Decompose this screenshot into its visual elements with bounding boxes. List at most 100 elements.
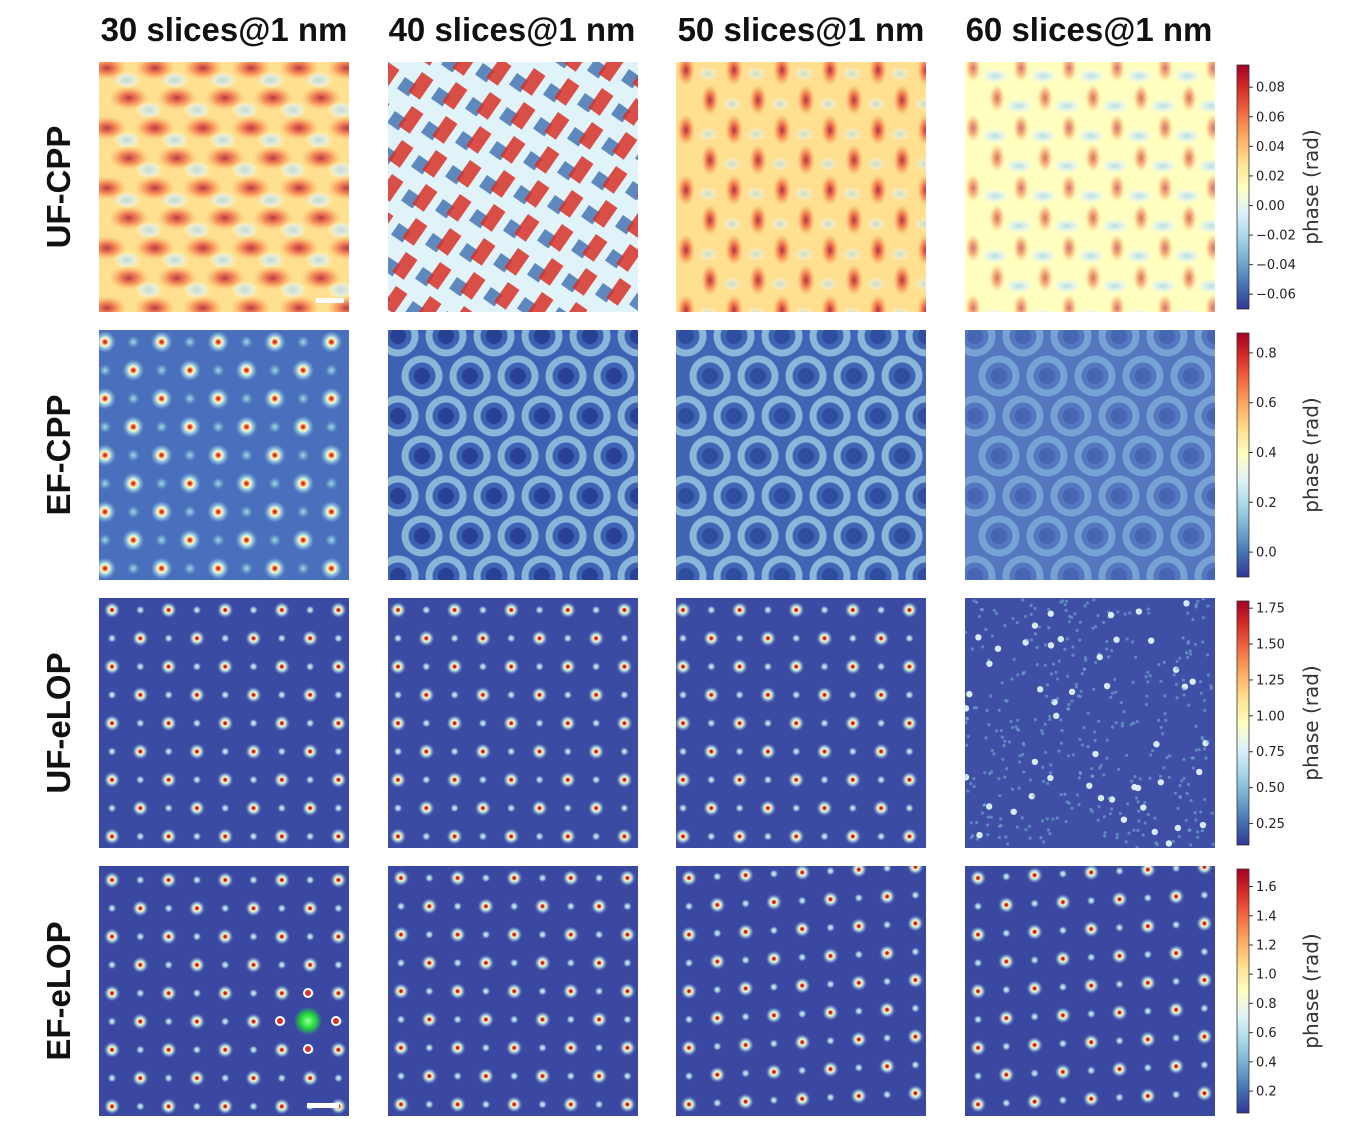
- phase-blob: [279, 101, 307, 119]
- noise-speckle: [1178, 795, 1182, 799]
- phase-blob: [135, 221, 163, 239]
- atom-peak-major: [448, 869, 467, 887]
- noise-speckle: [1183, 600, 1190, 607]
- noise-speckle: [1099, 763, 1103, 768]
- panel-ef-cpp-30-slices: [99, 330, 349, 580]
- phase-blob: [279, 296, 319, 312]
- noise-speckle: [1145, 694, 1149, 698]
- atom-peak-major: [1138, 973, 1157, 992]
- atom-peak-major: [843, 827, 862, 846]
- noise-speckle: [988, 772, 992, 776]
- atom-peak-major: [392, 925, 410, 944]
- noise-speckle: [1161, 732, 1165, 736]
- noise-speckle: [989, 694, 993, 698]
- atom-peak-minor: [1199, 890, 1210, 901]
- phase-swirl: [1004, 278, 1034, 294]
- phase-well: [486, 330, 502, 344]
- phase-swirl: [1124, 248, 1154, 264]
- phase-well: [462, 368, 478, 384]
- noise-speckle: [1136, 828, 1140, 833]
- atom-peak-minor: [333, 746, 344, 757]
- noise-speckle: [1185, 655, 1190, 660]
- phase-well: [1207, 488, 1215, 504]
- atom-peak-minor: [825, 1092, 836, 1103]
- phase-blob: [938, 67, 958, 81]
- phase-well: [471, 579, 490, 598]
- noise-speckle: [1022, 770, 1026, 774]
- neighbor-marker: [331, 1016, 341, 1026]
- atom-peak-minor: [740, 898, 751, 909]
- atom-peak-major: [787, 770, 806, 789]
- atom-peak-major: [821, 946, 840, 965]
- phase-well: [1135, 528, 1151, 544]
- noise-speckle: [1020, 816, 1024, 820]
- phase-crescent: [965, 174, 981, 202]
- noise-speckle: [1065, 674, 1070, 678]
- atom-peak-minor: [565, 901, 576, 912]
- atom-peak-major: [736, 1092, 755, 1111]
- phase-swirl: [1004, 98, 1034, 114]
- noise-speckle: [1159, 725, 1163, 729]
- atom-peak-minor: [876, 718, 887, 729]
- phase-crescent: [677, 62, 695, 86]
- colorbar-tick-label: 0.2: [1256, 1085, 1277, 1100]
- phase-blob: [794, 187, 814, 201]
- noise-speckle: [1021, 752, 1025, 757]
- phase-well: [967, 568, 983, 580]
- phase-well: [390, 330, 406, 344]
- noise-speckle: [965, 720, 968, 725]
- atom-peak-major: [849, 866, 868, 879]
- atom-peak-minor: [324, 363, 339, 378]
- atom-peak-major: [235, 415, 258, 438]
- atom-peak-minor: [1086, 895, 1097, 906]
- noise-speckle: [1092, 750, 1099, 758]
- atom-peak-minor: [847, 689, 858, 700]
- phase-crescent: [797, 204, 815, 236]
- atom-peak-minor: [276, 746, 287, 757]
- atom-peak-major: [292, 529, 315, 552]
- noise-speckle: [983, 771, 987, 775]
- atom-peak-minor: [562, 689, 573, 700]
- atom-peak-major: [505, 925, 524, 944]
- atom-peak-major: [445, 601, 464, 619]
- atom-peak-minor: [509, 957, 520, 968]
- atom-peak-major: [216, 827, 235, 846]
- atom-peak-major: [906, 971, 925, 989]
- atom-peak-minor: [853, 1006, 864, 1017]
- noise-speckle: [1120, 724, 1124, 728]
- noise-speckle: [1103, 831, 1107, 835]
- noise-speckle: [1110, 725, 1115, 729]
- colorbar-ef-cpp: 0.80.60.40.20.0: [1236, 332, 1277, 578]
- noise-speckle: [1033, 606, 1037, 611]
- scale-bar: [307, 1103, 339, 1108]
- atom-peak-major: [676, 770, 692, 789]
- phase-blob: [183, 296, 223, 312]
- atom-peak-major: [216, 1040, 235, 1059]
- noise-speckle: [1051, 699, 1055, 703]
- atom-peak-major: [793, 976, 812, 995]
- phase-ring: [933, 519, 967, 553]
- atom-peak-minor: [762, 831, 773, 842]
- phase-well: [361, 325, 380, 344]
- phase-blob: [842, 67, 862, 81]
- atom-peak-major: [392, 982, 410, 1001]
- phase-well: [651, 595, 670, 614]
- atom-peak-minor: [182, 391, 197, 406]
- phase-ring: [933, 439, 967, 473]
- phase-blob: [866, 97, 886, 111]
- phase-well: [534, 408, 550, 424]
- phase-crescent: [821, 234, 839, 266]
- atom-peak-major: [702, 629, 721, 648]
- atom-peak-major: [301, 629, 320, 648]
- phase-well: [606, 448, 622, 464]
- noise-speckle: [1105, 738, 1109, 742]
- phase-crescent: [989, 204, 1005, 232]
- atom-peak-minor: [1057, 925, 1068, 936]
- atom-peak-major: [292, 472, 315, 495]
- atom-peak-minor: [220, 633, 231, 644]
- phase-blob: [353, 131, 381, 149]
- noise-speckle: [1127, 831, 1131, 835]
- atom-peak-minor: [1114, 1092, 1125, 1103]
- noise-speckle: [1012, 657, 1016, 661]
- noise-speckle: [972, 777, 976, 781]
